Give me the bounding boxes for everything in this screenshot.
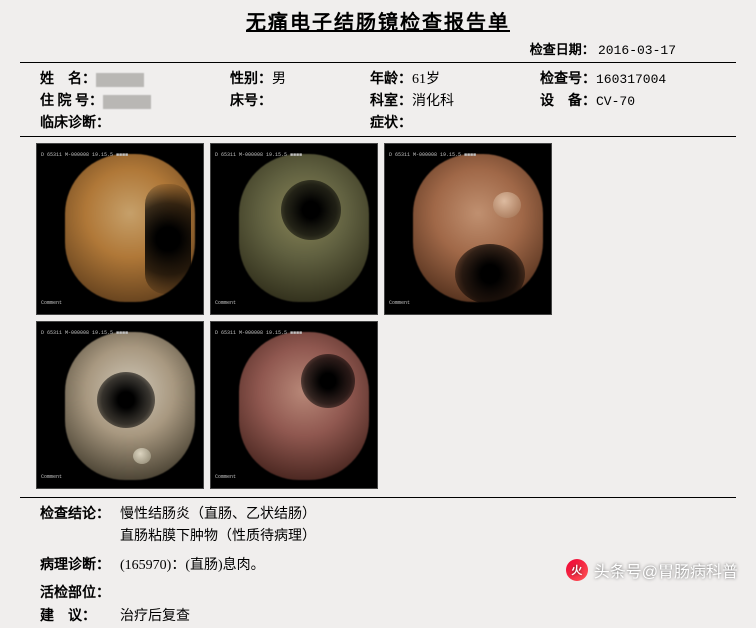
image-meta-top: D 65311 M-000008 19.15.5 ■■■■	[41, 330, 128, 336]
bed-cell: 床号：	[230, 90, 370, 110]
scope-image-3: D 65311 M-000008 19.15.5 ■■■■ Comment	[384, 143, 552, 315]
device-cell: 设 备：CV-70	[540, 90, 726, 110]
exam-date-label: 检查日期：	[530, 42, 595, 57]
sex-cell: 性别：男	[230, 68, 370, 88]
age-label: 年龄：	[370, 72, 412, 87]
conclusion-value-2: 直肠粘膜下肿物（性质待病理）	[120, 526, 316, 548]
conclusion-label: 检查结论：	[40, 504, 120, 526]
scope-image-1: D 65311 M-000008 19.15.5 ■■■■ Comment	[36, 143, 204, 315]
endoscopy-images: D 65311 M-000008 19.15.5 ■■■■ Comment D …	[20, 143, 736, 489]
image-meta-top: D 65311 M-000008 19.15.5 ■■■■	[215, 152, 302, 158]
image-meta-bot: Comment	[41, 474, 62, 480]
blank-cell	[230, 112, 370, 132]
age-cell: 年龄：61岁	[370, 68, 540, 88]
advice-row: 建 议： 治疗后复查	[40, 606, 716, 628]
symptom-label: 症状：	[370, 116, 412, 131]
blank-label	[40, 526, 120, 548]
symptom-cell: 症状：	[370, 112, 540, 132]
image-meta-bot: Comment	[215, 474, 236, 480]
advice-label: 建 议：	[40, 606, 120, 628]
scope-image-4: D 65311 M-000008 19.15.5 ■■■■ Comment	[36, 321, 204, 489]
biopsy-row: 活检部位：	[40, 583, 716, 605]
device-label: 设 备：	[540, 94, 596, 109]
dept-label: 科室：	[370, 94, 412, 109]
exam-no-value: 160317004	[596, 72, 666, 87]
image-meta-top: D 65311 M-000008 19.15.5 ■■■■	[215, 330, 302, 336]
hosp-no-cell: 住 院 号：	[40, 90, 230, 110]
dept-cell: 科室：消化科	[370, 90, 540, 110]
exam-date-value: 2016-03-17	[598, 43, 676, 58]
hosp-no-label: 住 院 号：	[40, 94, 103, 109]
advice-value: 治疗后复查	[120, 606, 190, 628]
name-cell: 姓 名：	[40, 68, 230, 88]
device-value: CV-70	[596, 94, 635, 109]
name-label: 姓 名：	[40, 72, 96, 87]
scope-image-2: D 65311 M-000008 19.15.5 ■■■■ Comment	[210, 143, 378, 315]
name-redacted	[96, 73, 144, 87]
clinical-label: 临床诊断：	[40, 116, 110, 131]
exam-date-row: 检查日期： 2016-03-17	[20, 39, 736, 58]
image-meta-top: D 65311 M-000008 19.15.5 ■■■■	[41, 152, 128, 158]
blank-cell-2	[540, 112, 726, 132]
clinical-cell: 临床诊断：	[40, 112, 230, 132]
pathology-value: (165970)：(直肠)息肉。	[120, 555, 265, 577]
watermark-text: 头条号@胃肠病科普	[594, 558, 738, 582]
exam-no-label: 检查号：	[540, 72, 596, 87]
biopsy-label: 活检部位：	[40, 583, 120, 605]
scope-image-5: D 65311 M-000008 19.15.5 ■■■■ Comment	[210, 321, 378, 489]
watermark-icon: 火	[566, 559, 588, 581]
divider-top	[20, 62, 736, 63]
hosp-no-redacted	[103, 95, 151, 109]
image-meta-bot: Comment	[389, 300, 410, 306]
sex-value: 男	[272, 72, 286, 87]
image-meta-bot: Comment	[41, 300, 62, 306]
conclusion-row: 检查结论： 慢性结肠炎（直肠、乙状结肠）	[40, 504, 716, 526]
bed-label: 床号：	[230, 94, 272, 109]
watermark: 火 头条号@胃肠病科普	[566, 558, 738, 582]
image-meta-top: D 65311 M-000008 19.15.5 ■■■■	[389, 152, 476, 158]
conclusion-row-2: 直肠粘膜下肿物（性质待病理）	[40, 526, 716, 548]
patient-info-grid: 姓 名： 性别：男 年龄：61岁 检查号：160317004 住 院 号： 床号…	[20, 66, 736, 137]
sex-label: 性别：	[230, 72, 272, 87]
pathology-label: 病理诊断：	[40, 555, 120, 577]
dept-value: 消化科	[412, 94, 454, 109]
report-title: 无痛电子结肠镜检查报告单	[20, 6, 736, 35]
age-value: 61岁	[412, 72, 440, 87]
image-meta-bot: Comment	[215, 300, 236, 306]
conclusion-value-1: 慢性结肠炎（直肠、乙状结肠）	[120, 504, 316, 526]
exam-no-cell: 检查号：160317004	[540, 68, 726, 88]
